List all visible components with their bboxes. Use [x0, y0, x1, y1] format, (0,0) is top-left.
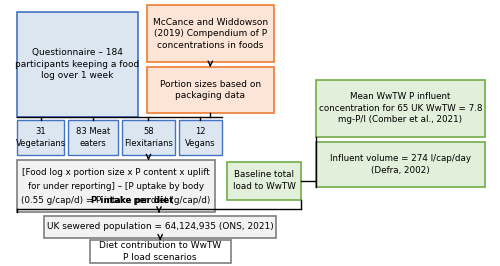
- FancyBboxPatch shape: [316, 142, 485, 187]
- FancyBboxPatch shape: [122, 120, 174, 155]
- Text: Diet contribution to WwTW
P load scenarios: Diet contribution to WwTW P load scenari…: [99, 242, 222, 262]
- Text: 83 Meat
eaters: 83 Meat eaters: [76, 127, 110, 148]
- FancyBboxPatch shape: [147, 5, 274, 62]
- FancyBboxPatch shape: [44, 215, 276, 238]
- Text: (0.55 g/cap/d) = P intake per diet (g/cap/d): (0.55 g/cap/d) = P intake per diet (g/ca…: [21, 196, 210, 205]
- FancyBboxPatch shape: [16, 12, 138, 117]
- Text: 12
Vegans: 12 Vegans: [184, 127, 216, 148]
- Text: 58
Flexitarians: 58 Flexitarians: [124, 127, 173, 148]
- FancyBboxPatch shape: [68, 120, 118, 155]
- Text: Baseline total
load to WwTW: Baseline total load to WwTW: [233, 171, 296, 191]
- Text: Influent volume = 274 l/cap/day
(Defra, 2002): Influent volume = 274 l/cap/day (Defra, …: [330, 154, 471, 174]
- Text: [Food log x portion size x P content x uplift: [Food log x portion size x P content x u…: [22, 168, 210, 177]
- FancyBboxPatch shape: [147, 67, 274, 113]
- Text: Portion sizes based on
packaging data: Portion sizes based on packaging data: [160, 80, 261, 100]
- FancyBboxPatch shape: [316, 80, 485, 137]
- Text: (0.55 g/cap/d) = P intake per diet (g/cap/d): (0.55 g/cap/d) = P intake per diet (g/ca…: [21, 196, 210, 205]
- FancyBboxPatch shape: [90, 240, 230, 263]
- Text: Mean WwTW P influent
concentration for 65 UK WwTW = 7.8
mg-P/l (Comber et al., 2: Mean WwTW P influent concentration for 6…: [318, 93, 482, 124]
- Text: 31
Vegetarians: 31 Vegetarians: [16, 127, 66, 148]
- FancyBboxPatch shape: [16, 120, 64, 155]
- Text: McCance and Widdowson
(2019) Compendium of P
concentrations in foods: McCance and Widdowson (2019) Compendium …: [152, 18, 268, 49]
- Text: P intake per diet: P intake per diet: [90, 196, 173, 205]
- Text: for under reporting] – [P uptake by body: for under reporting] – [P uptake by body: [28, 182, 204, 191]
- Text: UK sewered population = 64,124,935 (ONS, 2021): UK sewered population = 64,124,935 (ONS,…: [47, 222, 274, 231]
- FancyBboxPatch shape: [16, 160, 215, 211]
- FancyBboxPatch shape: [228, 162, 301, 200]
- FancyBboxPatch shape: [178, 120, 222, 155]
- Text: Questionnaire – 184
participants keeping a food
log over 1 week: Questionnaire – 184 participants keeping…: [16, 48, 140, 80]
